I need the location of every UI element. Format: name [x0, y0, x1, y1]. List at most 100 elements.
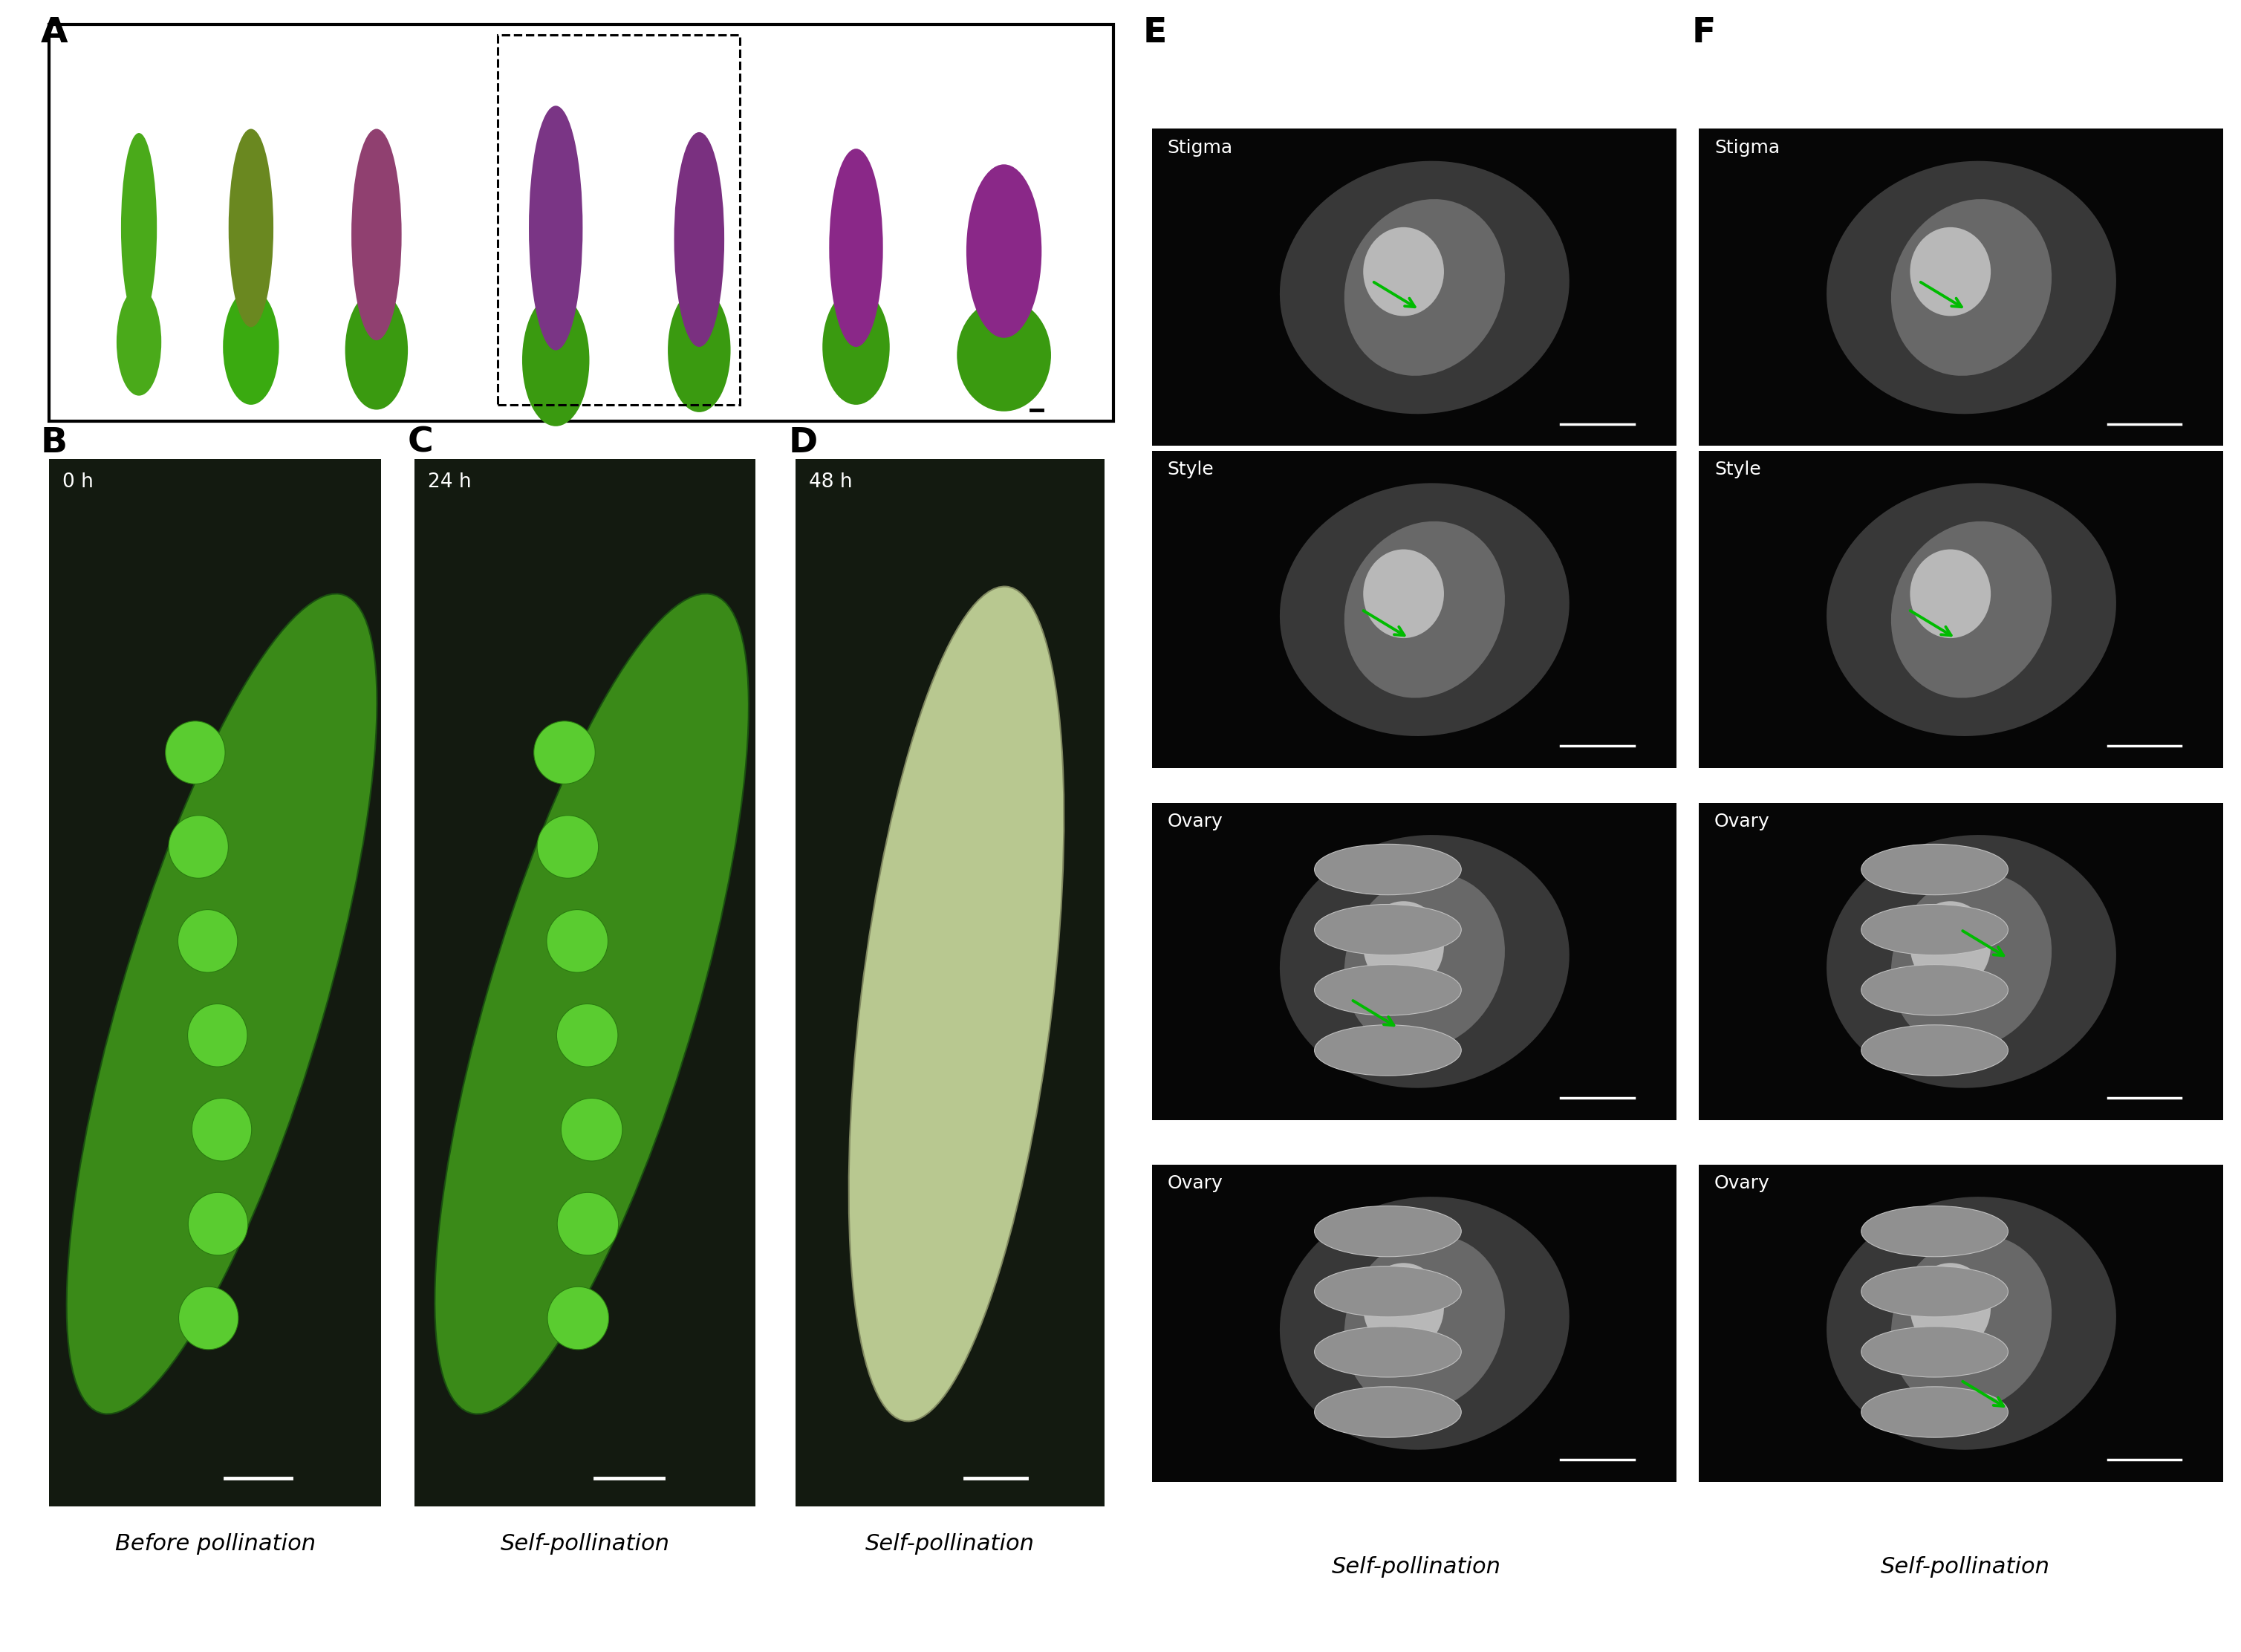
Ellipse shape [1862, 1386, 2008, 1437]
Text: Before pollination: Before pollination [114, 1533, 316, 1555]
Text: 48 h: 48 h [809, 472, 852, 492]
Text: Self-pollination: Self-pollination [500, 1533, 670, 1555]
Ellipse shape [1862, 965, 2008, 1016]
Text: Self-pollination: Self-pollination [1880, 1556, 2051, 1578]
Ellipse shape [117, 287, 161, 395]
Ellipse shape [188, 1193, 249, 1256]
Ellipse shape [1909, 1264, 1990, 1351]
Bar [1152, 451, 1676, 768]
Ellipse shape [675, 132, 724, 347]
Ellipse shape [822, 289, 890, 405]
Text: 24 h: 24 h [428, 472, 471, 492]
Ellipse shape [1315, 1327, 1461, 1378]
Ellipse shape [1862, 1327, 2008, 1378]
Ellipse shape [1363, 550, 1443, 638]
Text: Self-pollination: Self-pollination [865, 1533, 1035, 1555]
Ellipse shape [193, 1099, 251, 1161]
Bar [49, 25, 1114, 421]
Text: Ovary: Ovary [1168, 813, 1224, 831]
Text: Ovary: Ovary [1714, 813, 1770, 831]
Ellipse shape [1315, 1024, 1461, 1075]
Bar [498, 35, 740, 405]
Ellipse shape [166, 720, 224, 785]
Ellipse shape [1345, 1236, 1506, 1411]
Ellipse shape [668, 287, 731, 411]
Ellipse shape [168, 816, 229, 879]
Ellipse shape [177, 910, 238, 973]
Ellipse shape [556, 1004, 619, 1067]
Ellipse shape [121, 132, 157, 324]
Text: 0 h: 0 h [63, 472, 94, 492]
Ellipse shape [1315, 844, 1461, 895]
Bar [796, 459, 1105, 1507]
Text: Ovary: Ovary [1168, 1175, 1224, 1193]
Bar [415, 459, 755, 1507]
Ellipse shape [1315, 965, 1461, 1016]
Ellipse shape [1826, 1196, 2116, 1450]
Ellipse shape [1891, 874, 2053, 1049]
Ellipse shape [1891, 1236, 2053, 1411]
Ellipse shape [1280, 160, 1569, 415]
Bar [1699, 1165, 2223, 1482]
Ellipse shape [1280, 834, 1569, 1089]
Ellipse shape [1345, 522, 1506, 697]
Bar [1152, 803, 1676, 1120]
Ellipse shape [1826, 160, 2116, 415]
Ellipse shape [547, 1287, 610, 1350]
Ellipse shape [1891, 522, 2053, 697]
Ellipse shape [224, 289, 278, 405]
Text: B: B [40, 426, 67, 459]
Ellipse shape [849, 586, 1064, 1421]
Ellipse shape [1363, 1264, 1443, 1351]
Ellipse shape [435, 593, 748, 1414]
Text: E: E [1143, 17, 1168, 50]
Ellipse shape [188, 1004, 247, 1067]
Text: Self-pollination: Self-pollination [1331, 1556, 1501, 1578]
Ellipse shape [1862, 1024, 2008, 1075]
Ellipse shape [1909, 228, 1990, 316]
Ellipse shape [1363, 228, 1443, 316]
Ellipse shape [1891, 200, 2053, 375]
Ellipse shape [547, 910, 607, 973]
Ellipse shape [67, 593, 376, 1414]
Ellipse shape [352, 129, 401, 340]
Ellipse shape [1315, 1265, 1461, 1317]
Ellipse shape [1862, 1265, 2008, 1317]
Text: D: D [789, 426, 818, 459]
Ellipse shape [1862, 904, 2008, 955]
Ellipse shape [1315, 1386, 1461, 1437]
Ellipse shape [1826, 834, 2116, 1089]
Ellipse shape [560, 1099, 623, 1161]
Text: C: C [408, 426, 435, 459]
Ellipse shape [229, 129, 273, 327]
Text: Ovary: Ovary [1714, 1175, 1770, 1193]
Bar [49, 459, 381, 1507]
Ellipse shape [522, 294, 589, 426]
Ellipse shape [558, 1193, 619, 1256]
Text: Style: Style [1714, 461, 1761, 479]
Text: F: F [1692, 17, 1717, 50]
Ellipse shape [966, 164, 1042, 337]
Ellipse shape [957, 299, 1051, 411]
Ellipse shape [533, 720, 596, 785]
Ellipse shape [829, 149, 883, 347]
Ellipse shape [1909, 902, 1990, 990]
Ellipse shape [1862, 1206, 2008, 1257]
Text: Style: Style [1168, 461, 1215, 479]
Bar [1699, 451, 2223, 768]
Ellipse shape [1280, 482, 1569, 737]
Text: Stigma: Stigma [1714, 139, 1779, 157]
Ellipse shape [1862, 844, 2008, 895]
Ellipse shape [1363, 902, 1443, 990]
Ellipse shape [1909, 550, 1990, 638]
Ellipse shape [179, 1287, 238, 1350]
Ellipse shape [529, 106, 583, 350]
Ellipse shape [1826, 482, 2116, 737]
Bar [1699, 803, 2223, 1120]
Ellipse shape [1280, 1196, 1569, 1450]
Bar [1699, 129, 2223, 446]
Ellipse shape [1345, 874, 1506, 1049]
Ellipse shape [1315, 1206, 1461, 1257]
Bar [1152, 129, 1676, 446]
Text: Stigma: Stigma [1168, 139, 1233, 157]
